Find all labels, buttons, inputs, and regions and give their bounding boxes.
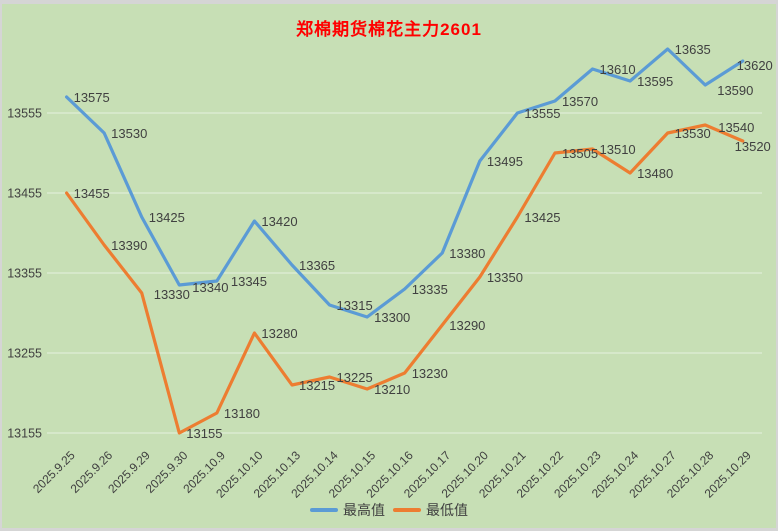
data-label: 13425 — [524, 210, 560, 225]
data-label: 13595 — [637, 74, 673, 89]
y-axis-label: 13555 — [7, 107, 42, 121]
data-label: 13570 — [562, 94, 598, 109]
data-label: 13530 — [675, 126, 711, 141]
legend: 最高值 最低值 — [2, 500, 776, 520]
legend-label-lowest: 最低值 — [426, 502, 468, 518]
legend-item-lowest: 最低值 — [393, 500, 468, 520]
y-axis-label: 13455 — [7, 187, 42, 201]
y-axis-label: 13255 — [7, 347, 42, 361]
data-label: 13290 — [449, 318, 485, 333]
legend-swatch-highest-icon — [310, 508, 338, 512]
data-label: 13455 — [74, 186, 110, 201]
data-label: 13180 — [224, 406, 260, 421]
data-label: 13510 — [600, 142, 636, 157]
data-label: 13505 — [562, 146, 598, 161]
data-label: 13425 — [149, 210, 185, 225]
y-axis-label: 13155 — [7, 427, 42, 441]
series-line-lowest — [64, 123, 745, 435]
data-label: 13575 — [74, 90, 110, 105]
data-label: 13335 — [412, 282, 448, 297]
data-label: 13530 — [111, 126, 147, 141]
legend-item-highest: 最高值 — [310, 500, 385, 520]
data-label: 13390 — [111, 238, 147, 253]
y-axis-label: 13355 — [7, 267, 42, 281]
data-label: 13480 — [637, 166, 673, 181]
data-label: 13540 — [718, 120, 754, 135]
data-label: 13340 — [192, 280, 228, 295]
data-label: 13555 — [524, 106, 560, 121]
data-label: 13225 — [337, 370, 373, 385]
data-label: 13330 — [154, 287, 190, 302]
series-line-highest — [64, 47, 745, 319]
data-label: 13230 — [412, 366, 448, 381]
data-label: 13345 — [231, 274, 267, 289]
data-label: 13590 — [717, 83, 753, 98]
legend-swatch-lowest-icon — [393, 508, 421, 512]
data-label: 13420 — [261, 214, 297, 229]
data-label: 13300 — [374, 310, 410, 325]
data-label: 13610 — [600, 62, 636, 77]
data-label: 13365 — [299, 258, 335, 273]
data-label: 13210 — [374, 382, 410, 397]
data-label: 13315 — [337, 298, 373, 313]
data-label: 13350 — [487, 270, 523, 285]
legend-label-highest: 最高值 — [343, 502, 385, 518]
data-label: 13280 — [261, 326, 297, 341]
data-label: 13380 — [449, 246, 485, 261]
data-label: 13620 — [737, 58, 773, 73]
data-label: 13635 — [675, 42, 711, 57]
data-label: 13215 — [299, 378, 335, 393]
data-label: 13520 — [735, 139, 771, 154]
data-label: 13155 — [186, 426, 222, 441]
data-label: 13495 — [487, 154, 523, 169]
chart-title: 郑棉期货棉花主力2601 — [296, 20, 482, 39]
